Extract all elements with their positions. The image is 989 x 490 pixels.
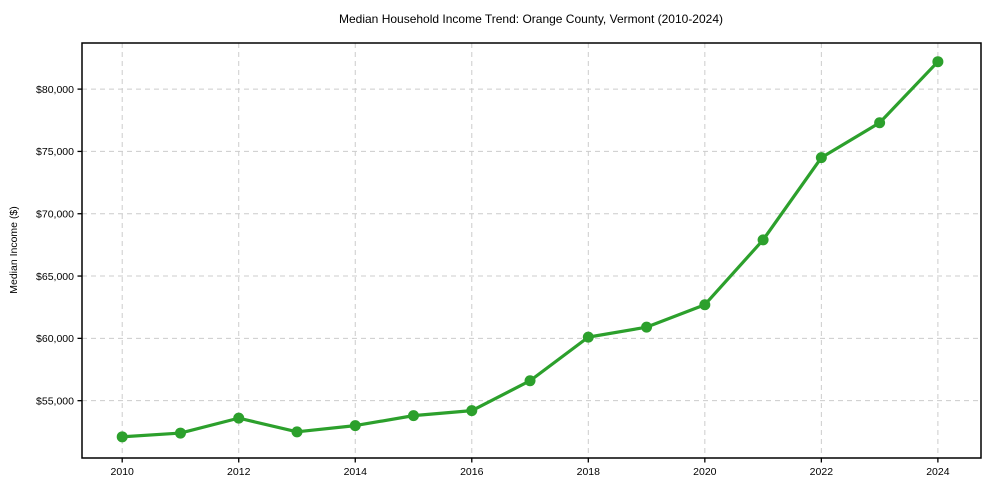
data-point [815, 152, 827, 164]
x-tick-label: 2018 [577, 466, 601, 478]
x-tick-label: 2024 [926, 466, 950, 478]
axes: 2010 2012 2014 2016 2018 2020 2022 2024 $55,000 $… [36, 42, 982, 478]
y-tick-label: $70,000 [36, 209, 74, 221]
data-series [116, 56, 944, 443]
data-point [174, 427, 186, 439]
x-tick-label: 2022 [810, 466, 834, 478]
data-point [757, 234, 769, 246]
data-point [582, 331, 594, 343]
plot-border [81, 42, 982, 459]
y-tick-label: $55,000 [36, 395, 74, 407]
y-axis-label: Median Income ($) [8, 206, 20, 294]
data-point [408, 410, 420, 422]
data-point [116, 431, 128, 443]
chart-title: Median Household Income Trend: Orange Co… [339, 12, 723, 26]
data-point [699, 299, 711, 311]
data-point [291, 426, 303, 438]
gridlines [82, 43, 981, 458]
y-tick-label: $60,000 [36, 333, 74, 345]
x-tick-label: 2012 [227, 466, 251, 478]
data-point [466, 405, 478, 417]
x-tick-label: 2014 [344, 466, 368, 478]
y-tick-label: $65,000 [36, 271, 74, 283]
data-point [874, 117, 886, 129]
y-tick-label: $80,000 [36, 84, 74, 96]
data-point [932, 56, 944, 68]
data-point [641, 321, 653, 333]
data-point [233, 412, 245, 424]
y-tick-label: $75,000 [36, 146, 74, 158]
x-tick-label: 2010 [111, 466, 135, 478]
data-point [349, 420, 361, 432]
data-point [524, 375, 536, 387]
x-tick-label: 2016 [460, 466, 484, 478]
x-tick-label: 2020 [693, 466, 717, 478]
